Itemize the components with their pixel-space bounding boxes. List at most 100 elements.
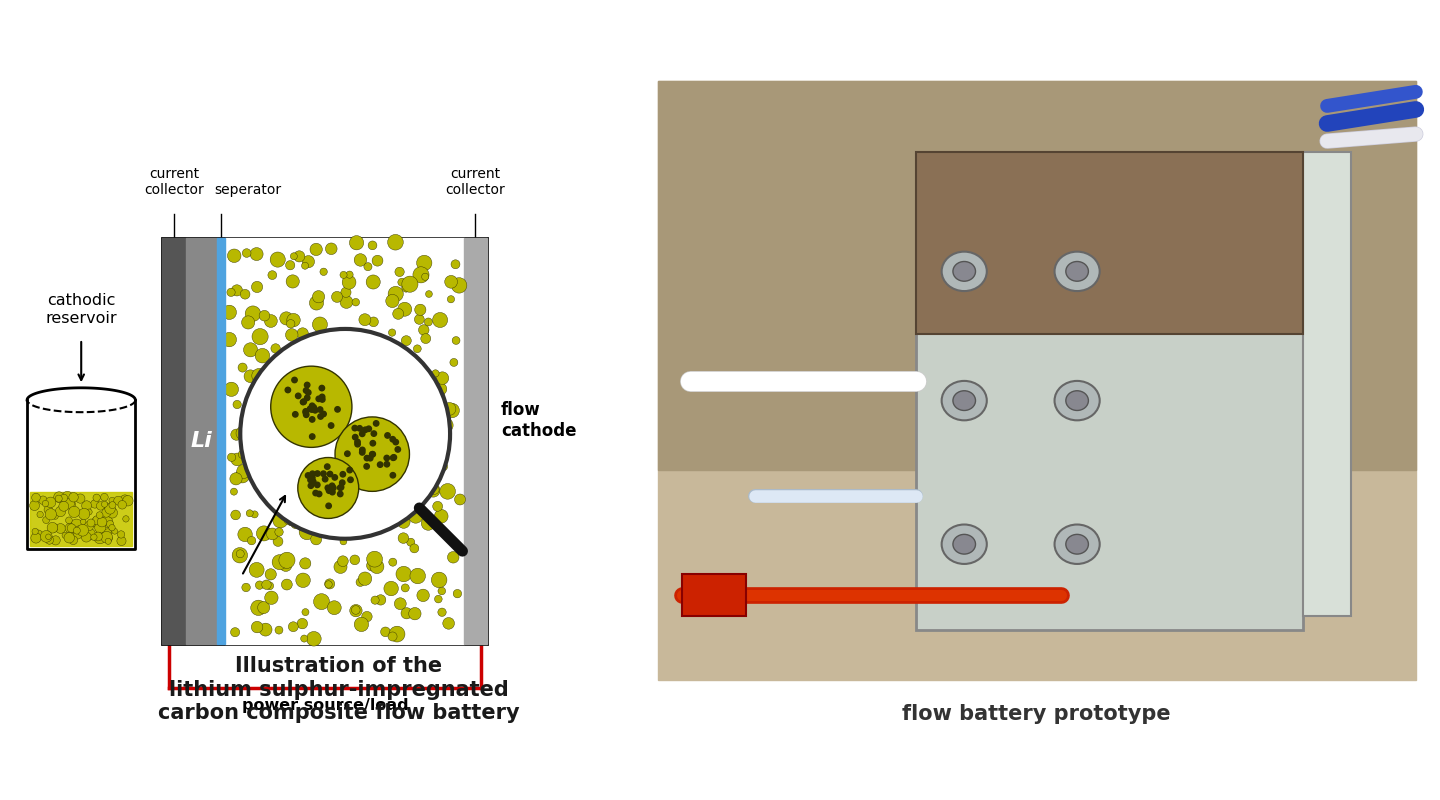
- Circle shape: [120, 495, 130, 505]
- Circle shape: [356, 462, 370, 478]
- Circle shape: [1054, 381, 1100, 420]
- Circle shape: [266, 528, 278, 540]
- Circle shape: [292, 412, 298, 417]
- Circle shape: [107, 521, 114, 528]
- Circle shape: [351, 410, 367, 426]
- Circle shape: [1066, 390, 1089, 410]
- Circle shape: [285, 425, 295, 434]
- Circle shape: [942, 525, 986, 564]
- Circle shape: [392, 454, 396, 460]
- Circle shape: [395, 516, 403, 524]
- Circle shape: [266, 582, 274, 590]
- Circle shape: [86, 519, 95, 527]
- Circle shape: [410, 568, 425, 584]
- Circle shape: [62, 532, 68, 538]
- Circle shape: [402, 452, 412, 462]
- Circle shape: [331, 291, 343, 302]
- Circle shape: [395, 446, 400, 452]
- Circle shape: [367, 455, 373, 461]
- Circle shape: [304, 382, 310, 388]
- Circle shape: [69, 536, 78, 545]
- Circle shape: [85, 533, 91, 538]
- Circle shape: [361, 379, 376, 392]
- Circle shape: [310, 434, 315, 439]
- Circle shape: [350, 555, 360, 565]
- Circle shape: [320, 394, 325, 400]
- Circle shape: [438, 608, 446, 617]
- Circle shape: [268, 402, 279, 414]
- Circle shape: [295, 383, 307, 394]
- Circle shape: [367, 560, 377, 571]
- Circle shape: [348, 477, 353, 482]
- Circle shape: [310, 406, 315, 412]
- Circle shape: [255, 348, 269, 363]
- Circle shape: [298, 397, 305, 404]
- Circle shape: [353, 434, 359, 440]
- Circle shape: [101, 501, 108, 507]
- Circle shape: [48, 522, 58, 533]
- Circle shape: [370, 451, 374, 457]
- Circle shape: [65, 523, 75, 533]
- Bar: [658, 82, 1416, 680]
- Circle shape: [268, 270, 276, 279]
- Circle shape: [397, 278, 406, 286]
- Circle shape: [410, 544, 419, 553]
- Circle shape: [91, 534, 96, 540]
- Circle shape: [75, 526, 82, 534]
- Circle shape: [252, 430, 259, 438]
- Circle shape: [953, 262, 975, 282]
- Circle shape: [426, 484, 441, 497]
- Circle shape: [228, 288, 235, 297]
- Circle shape: [317, 407, 323, 412]
- Circle shape: [271, 366, 351, 447]
- Circle shape: [76, 494, 85, 503]
- Polygon shape: [30, 492, 132, 546]
- Circle shape: [338, 498, 353, 513]
- Circle shape: [343, 486, 356, 500]
- Circle shape: [445, 403, 459, 418]
- Circle shape: [225, 382, 239, 397]
- Circle shape: [311, 534, 321, 545]
- Circle shape: [396, 470, 410, 486]
- Circle shape: [397, 515, 410, 528]
- Circle shape: [301, 477, 310, 486]
- Circle shape: [96, 502, 105, 510]
- Circle shape: [301, 398, 314, 411]
- Circle shape: [328, 423, 334, 428]
- Circle shape: [323, 477, 328, 482]
- Circle shape: [259, 386, 274, 400]
- Circle shape: [333, 456, 343, 466]
- Circle shape: [426, 290, 432, 298]
- Circle shape: [343, 275, 356, 289]
- Circle shape: [239, 450, 248, 458]
- Bar: [916, 152, 1303, 630]
- Circle shape: [372, 483, 384, 496]
- Circle shape: [366, 426, 372, 431]
- Circle shape: [399, 346, 409, 358]
- Circle shape: [305, 390, 311, 395]
- Circle shape: [68, 524, 76, 533]
- Circle shape: [300, 558, 311, 569]
- Circle shape: [295, 573, 311, 587]
- Circle shape: [320, 424, 336, 438]
- Circle shape: [230, 473, 242, 485]
- Circle shape: [310, 447, 324, 461]
- Circle shape: [331, 485, 336, 490]
- Circle shape: [307, 400, 323, 416]
- Circle shape: [327, 486, 331, 492]
- Circle shape: [122, 516, 130, 522]
- Circle shape: [222, 332, 236, 347]
- Circle shape: [53, 492, 65, 502]
- Circle shape: [354, 442, 360, 447]
- Circle shape: [325, 485, 331, 490]
- Circle shape: [361, 611, 372, 622]
- Circle shape: [435, 595, 442, 603]
- Circle shape: [390, 437, 396, 442]
- Circle shape: [94, 532, 102, 541]
- Circle shape: [251, 511, 258, 518]
- Circle shape: [423, 476, 429, 482]
- Circle shape: [354, 451, 366, 463]
- Circle shape: [334, 424, 348, 438]
- Circle shape: [415, 304, 426, 315]
- Circle shape: [287, 390, 302, 406]
